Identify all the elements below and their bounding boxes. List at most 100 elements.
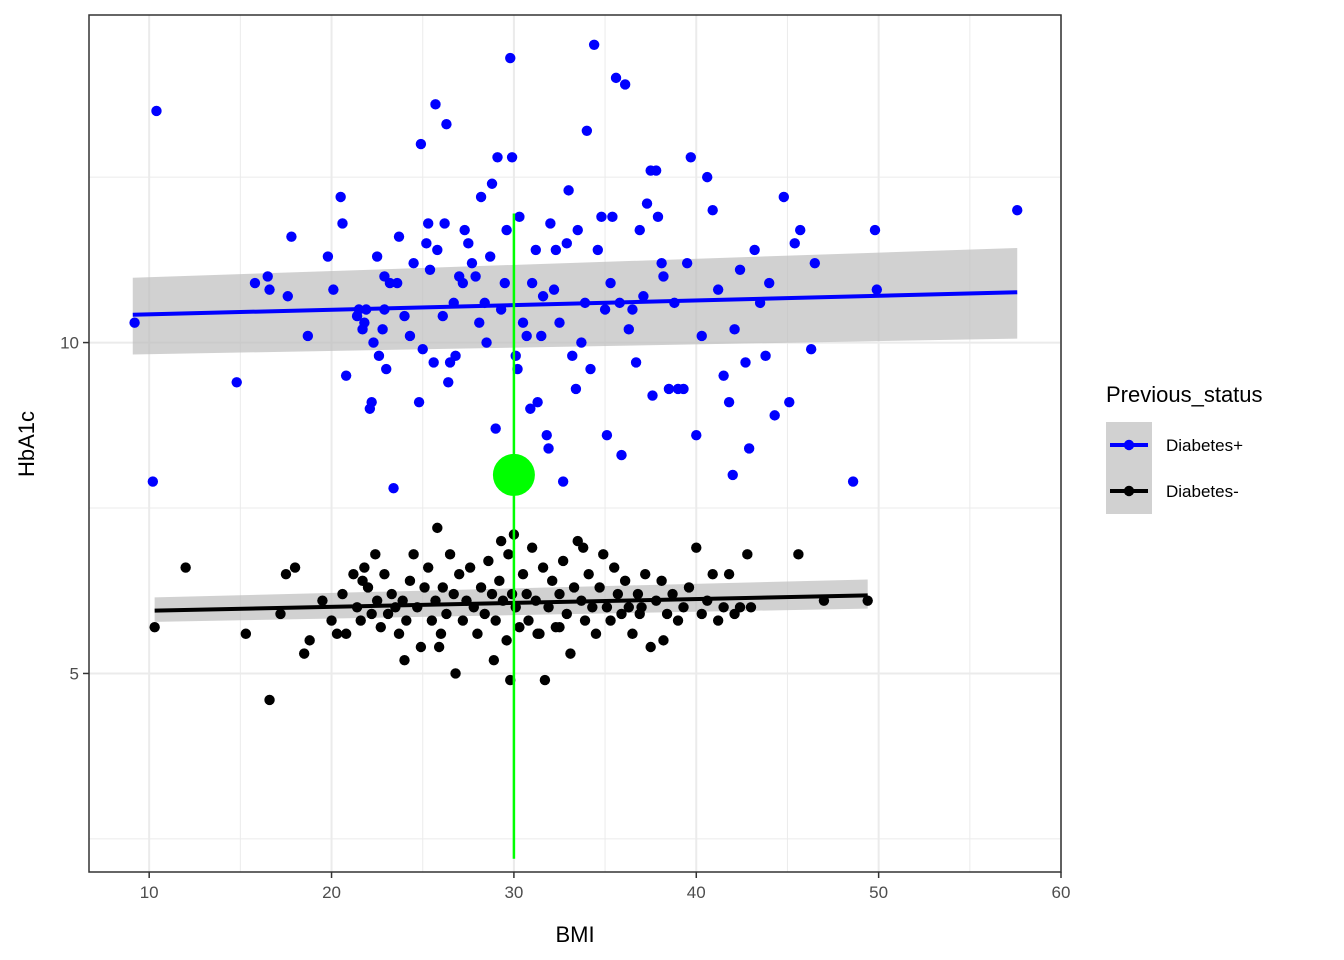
- diabetes-neg-point: [317, 595, 328, 606]
- diabetes-pos-point: [443, 377, 454, 388]
- diabetes-neg-point: [718, 602, 729, 613]
- diabetes-neg-point: [554, 588, 565, 600]
- diabetes-neg-point: [645, 641, 656, 653]
- diabetes-neg-point: [612, 588, 624, 600]
- diabetes-pos-point: [610, 72, 622, 84]
- diabetes-neg-point: [433, 641, 445, 653]
- diabetes-pos-point: [388, 482, 399, 494]
- diabetes-pos-point: [627, 304, 638, 315]
- diabetes-pos-point: [499, 277, 510, 289]
- diabetes-pos-point: [536, 330, 547, 342]
- diabetes-neg-point: [656, 575, 667, 587]
- diabetes-pos-point: [517, 317, 529, 328]
- diabetes-neg-point: [371, 595, 383, 606]
- y-tick-label: 10: [60, 334, 79, 353]
- diabetes-pos-point: [576, 337, 587, 348]
- diabetes-pos-point: [696, 330, 707, 342]
- diabetes-pos-point: [441, 118, 452, 130]
- diabetes-pos-point: [638, 291, 649, 302]
- x-tick-label: 40: [687, 883, 706, 902]
- legend-title: Previous_status: [1106, 382, 1263, 407]
- diabetes-neg-point: [539, 674, 551, 686]
- diabetes-pos-point: [404, 330, 416, 342]
- diabetes-pos-point: [634, 224, 645, 236]
- diabetes-pos-point: [359, 317, 370, 328]
- diabetes-pos-point: [572, 224, 583, 236]
- diabetes-pos-point: [541, 430, 552, 441]
- diabetes-pos-point: [322, 251, 334, 262]
- diabetes-pos-point: [485, 251, 496, 262]
- diabetes-neg-point: [557, 555, 569, 567]
- diabetes-pos-point: [581, 125, 593, 137]
- diabetes-neg-point: [422, 562, 434, 573]
- legend: Previous_status Diabetes+ Diabetes-: [1106, 382, 1263, 514]
- diabetes-neg-point: [601, 602, 613, 613]
- diabetes-pos-point: [530, 244, 541, 256]
- diabetes-pos-point: [368, 337, 379, 348]
- diabetes-pos-point: [685, 152, 697, 163]
- diabetes-neg-point: [742, 549, 753, 560]
- diabetes-pos-point: [537, 291, 549, 302]
- diabetes-pos-point: [335, 191, 346, 203]
- diabetes-neg-point: [408, 549, 419, 560]
- diabetes-pos-point: [526, 277, 538, 289]
- diabetes-pos-point: [129, 317, 140, 328]
- diabetes-neg-point: [554, 621, 565, 633]
- diabetes-pos-point: [869, 224, 881, 236]
- diabetes-neg-point: [667, 588, 678, 600]
- diabetes-pos-point: [592, 244, 603, 256]
- diabetes-pos-confidence-ribbon: [132, 247, 1018, 355]
- diabetes-neg-point: [486, 588, 498, 600]
- diabetes-pos-point: [492, 152, 503, 163]
- legend-label: Diabetes+: [1166, 436, 1243, 455]
- diabetes-neg-point: [490, 615, 501, 626]
- diabetes-pos-point: [437, 310, 448, 322]
- diabetes-pos-point: [481, 337, 492, 348]
- diabetes-pos-point: [391, 277, 403, 289]
- diabetes-pos-point: [678, 383, 689, 395]
- diabetes-pos-point: [282, 291, 293, 302]
- diabetes-neg-point: [547, 575, 558, 587]
- diabetes-pos-point: [601, 430, 613, 441]
- diabetes-pos-point: [459, 224, 470, 236]
- diabetes-pos-point: [596, 211, 607, 223]
- x-axis-title: BMI: [555, 922, 594, 947]
- panel-background: [89, 15, 1061, 872]
- diabetes-neg-point: [326, 615, 337, 626]
- diabetes-pos-point: [599, 304, 611, 315]
- diabetes-pos-point: [510, 350, 521, 362]
- x-axis: 10 20 30 40 50 60: [140, 872, 1071, 902]
- diabetes-neg-point: [623, 602, 634, 613]
- diabetes-pos-point: [734, 264, 746, 275]
- diabetes-pos-point: [630, 357, 642, 368]
- diabetes-neg-point: [386, 588, 397, 600]
- diabetes-neg-point: [426, 615, 438, 626]
- diabetes-neg-point: [609, 562, 620, 573]
- diabetes-pos-point: [650, 165, 662, 176]
- x-tick-label: 60: [1052, 883, 1071, 902]
- diabetes-pos-point: [769, 410, 780, 421]
- diabetes-pos-point: [570, 383, 582, 395]
- diabetes-pos-point: [554, 317, 565, 328]
- diabetes-pos-point: [439, 218, 450, 229]
- diabetes-pos-point: [424, 264, 436, 275]
- diabetes-pos-point: [393, 231, 405, 242]
- diabetes-pos-point: [647, 390, 658, 401]
- diabetes-neg-point: [594, 582, 605, 593]
- diabetes-pos-point: [381, 363, 392, 375]
- diabetes-neg-point: [712, 615, 724, 626]
- diabetes-neg-point: [149, 621, 160, 633]
- diabetes-pos-point: [351, 310, 363, 322]
- highlight-layer: [492, 213, 535, 859]
- diabetes-pos-point: [778, 191, 790, 203]
- fit-lines: [132, 290, 1018, 613]
- diabetes-pos-point: [422, 218, 434, 229]
- diabetes-neg-point: [264, 694, 275, 706]
- legend-item-diabetes-pos: Diabetes+: [1106, 422, 1243, 468]
- diabetes-pos-point: [567, 350, 578, 362]
- diabetes-neg-point: [359, 562, 370, 573]
- diabetes-neg-point: [180, 562, 191, 573]
- diabetes-neg-point: [543, 602, 554, 613]
- diabetes-pos-point: [525, 403, 536, 414]
- diabetes-neg-point: [605, 615, 616, 626]
